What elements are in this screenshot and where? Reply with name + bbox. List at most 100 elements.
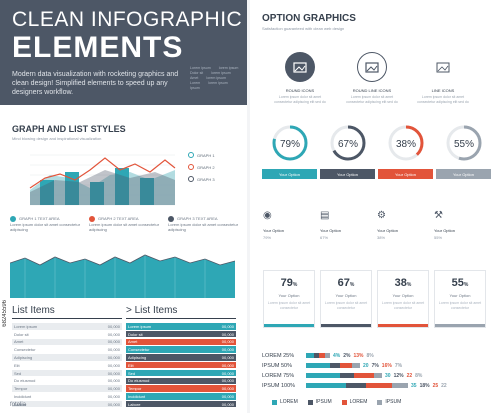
card-desc: Lorem ipsum dolor sit amet consectetur	[381, 301, 425, 310]
stack-segment	[366, 383, 392, 388]
donut-block: 38% Your Option	[378, 123, 433, 179]
folder-image-icon[interactable]	[428, 52, 458, 82]
legend-swatch	[377, 399, 383, 405]
list-item-value: 00,000	[221, 386, 234, 392]
list-item[interactable]: Lorem ipsum 00,000	[12, 323, 122, 330]
list-item-value: 00,000	[107, 323, 120, 329]
wave-area-chart	[10, 254, 235, 298]
list-item[interactable]: Sed 00,000	[12, 369, 122, 377]
donut-value: 38%	[395, 139, 415, 150]
donut-chart: 55%	[446, 125, 481, 161]
list-item[interactable]: Dolor sit 00,000	[126, 330, 236, 338]
your-option-button[interactable]: Your Option	[320, 169, 375, 179]
card-accent-bar	[435, 324, 485, 327]
legend-text: lorem ipsum	[206, 76, 226, 80]
stack-value: 18%	[419, 382, 430, 389]
list-item[interactable]: Incididunt 00,000	[12, 393, 122, 400]
donut-value: 55%	[453, 139, 473, 150]
watermark-brand: fotolia	[10, 402, 27, 408]
stack-segment	[306, 373, 340, 378]
stack-value: 16%	[381, 362, 392, 369]
option-card[interactable]: 55% Your Option Lorem ipsum dolor sit am…	[434, 270, 486, 328]
option-glyph-block: ◉ Your Option 79%	[263, 210, 313, 240]
list-item[interactable]: Dolor sit 00,000	[12, 331, 122, 338]
list-item-label: Sed	[128, 370, 136, 376]
option-pct: 55%	[434, 235, 443, 240]
info-block: GRAPH 1 TEXT AREA Lorem ipsum dolor sit a…	[10, 216, 82, 232]
donut-chart: 79%	[272, 125, 307, 161]
legend-text: Ipsum	[190, 86, 200, 90]
list-item-label: Labore	[14, 401, 27, 407]
list-item-label: Consectetur	[14, 347, 36, 353]
list-item[interactable]: Consectetur 00,000	[12, 346, 122, 353]
list-item[interactable]: Tempor 00,000	[126, 385, 236, 392]
list-item[interactable]: Sed 00,000	[126, 369, 236, 377]
stacked-bar-row: IPSUM 100% 35 18% 25 22	[262, 382, 447, 389]
list-item-value: 00,000	[221, 393, 234, 399]
list-item[interactable]: Labore 00,000	[126, 400, 236, 408]
list-item[interactable]: Elit 00,000	[12, 362, 122, 369]
dot-icon	[10, 216, 16, 222]
option-card[interactable]: 79% Your Option Lorem ipsum dolor sit am…	[263, 270, 315, 328]
list-item[interactable]: Do eiusmod 00,000	[126, 377, 236, 385]
stack-segment	[306, 363, 330, 368]
stack-value: 7%	[371, 362, 379, 369]
stack-segment	[319, 353, 325, 358]
list-item-value: 00,000	[221, 362, 234, 368]
your-option-button[interactable]: Your Option	[262, 169, 317, 179]
title-line-1: CLEAN INFOGRAPHIC	[12, 8, 243, 31]
legend-label: IPSUM	[385, 399, 402, 405]
stack-bars	[306, 373, 382, 378]
legend-label: GRAPH 2	[197, 164, 215, 170]
list-item[interactable]: Adipiscing 00,000	[12, 354, 122, 361]
your-option-button[interactable]: Your Option	[378, 169, 433, 179]
list-item-label: Incididunt	[128, 393, 146, 399]
list-item[interactable]: Elit 00,000	[126, 361, 236, 369]
your-option-button[interactable]: Your Option	[436, 169, 491, 179]
list-item[interactable]: Tempor 00,000	[12, 385, 122, 392]
list-item-value: 00,000	[107, 347, 120, 353]
list-item[interactable]: Do eiusmod 00,000	[12, 378, 122, 385]
pin-icon	[188, 176, 194, 182]
list-item[interactable]: Consectetur 00,000	[126, 346, 236, 353]
chart-legend: GRAPH 1 GRAPH 2 GRAPH 3	[188, 152, 215, 188]
pct-sign: %	[406, 282, 412, 288]
list-item-value: 00,000	[107, 378, 120, 384]
info-block: GRAPH 3 TEXT AREA Lorem ipsum dolor sit a…	[168, 216, 240, 232]
folder-image-icon[interactable]	[357, 52, 387, 82]
list-item[interactable]: Adipiscing 00,000	[126, 354, 236, 361]
list-item[interactable]: Amet 00,000	[12, 338, 122, 346]
card-accent-bar	[378, 324, 428, 327]
list-item-value: 00,000	[107, 370, 120, 376]
option-card[interactable]: 38% Your Option Lorem ipsum dolor sit am…	[377, 270, 429, 328]
stack-value: 20	[363, 362, 369, 369]
round-icon-block: ROUND ICONS Lorem ipsum dolor sit amet c…	[270, 52, 330, 104]
folder-image-icon[interactable]	[285, 52, 315, 82]
stacked-legend: LOREM IPSUM LOREM IPSUM	[272, 399, 401, 405]
list-item[interactable]: Lorem ipsum 00,000	[126, 323, 236, 330]
stack-segment	[352, 363, 360, 368]
list-item[interactable]: Amet 00,000	[126, 338, 236, 346]
option-title: Your Option	[263, 228, 284, 233]
legend-text: lorem ipsum	[208, 81, 228, 85]
card-pct: 79	[280, 277, 293, 289]
header-legend: Lorem ipsum lorem ipsum Dolor sit lorem ip…	[190, 66, 238, 91]
info-text: Lorem ipsum dolor sit amet consectetur a…	[89, 222, 160, 232]
stack-segment	[325, 353, 330, 358]
card-pct: 38	[394, 277, 407, 289]
list-right: > List Items Lorem ipsum 00,000 Dolor sit…	[126, 305, 236, 409]
option-card[interactable]: 67% Your Option Lorem ipsum dolor sit am…	[320, 270, 372, 328]
stack-value: 12%	[393, 372, 404, 379]
list-item-label: Elit	[14, 362, 20, 368]
list-item-label: Lorem ipsum	[128, 323, 152, 329]
stack-segment	[306, 383, 346, 388]
list-left: List Items Lorem ipsum 00,000 Dolor sit 00…	[12, 305, 122, 409]
list-item-label: Consectetur	[128, 347, 150, 353]
card-option: Your Option	[392, 293, 414, 298]
card-desc: Lorem ipsum dolor sit amet consectetur	[267, 301, 311, 310]
donut-value: 67%	[337, 139, 357, 150]
list-item[interactable]: Incididunt 00,000	[126, 393, 236, 400]
list-item[interactable]: Labore 00,000	[12, 400, 122, 408]
list-item-value: 00,000	[221, 331, 234, 337]
graph-section-subtitle: Mind blowing design and inspirational vi…	[12, 136, 102, 141]
